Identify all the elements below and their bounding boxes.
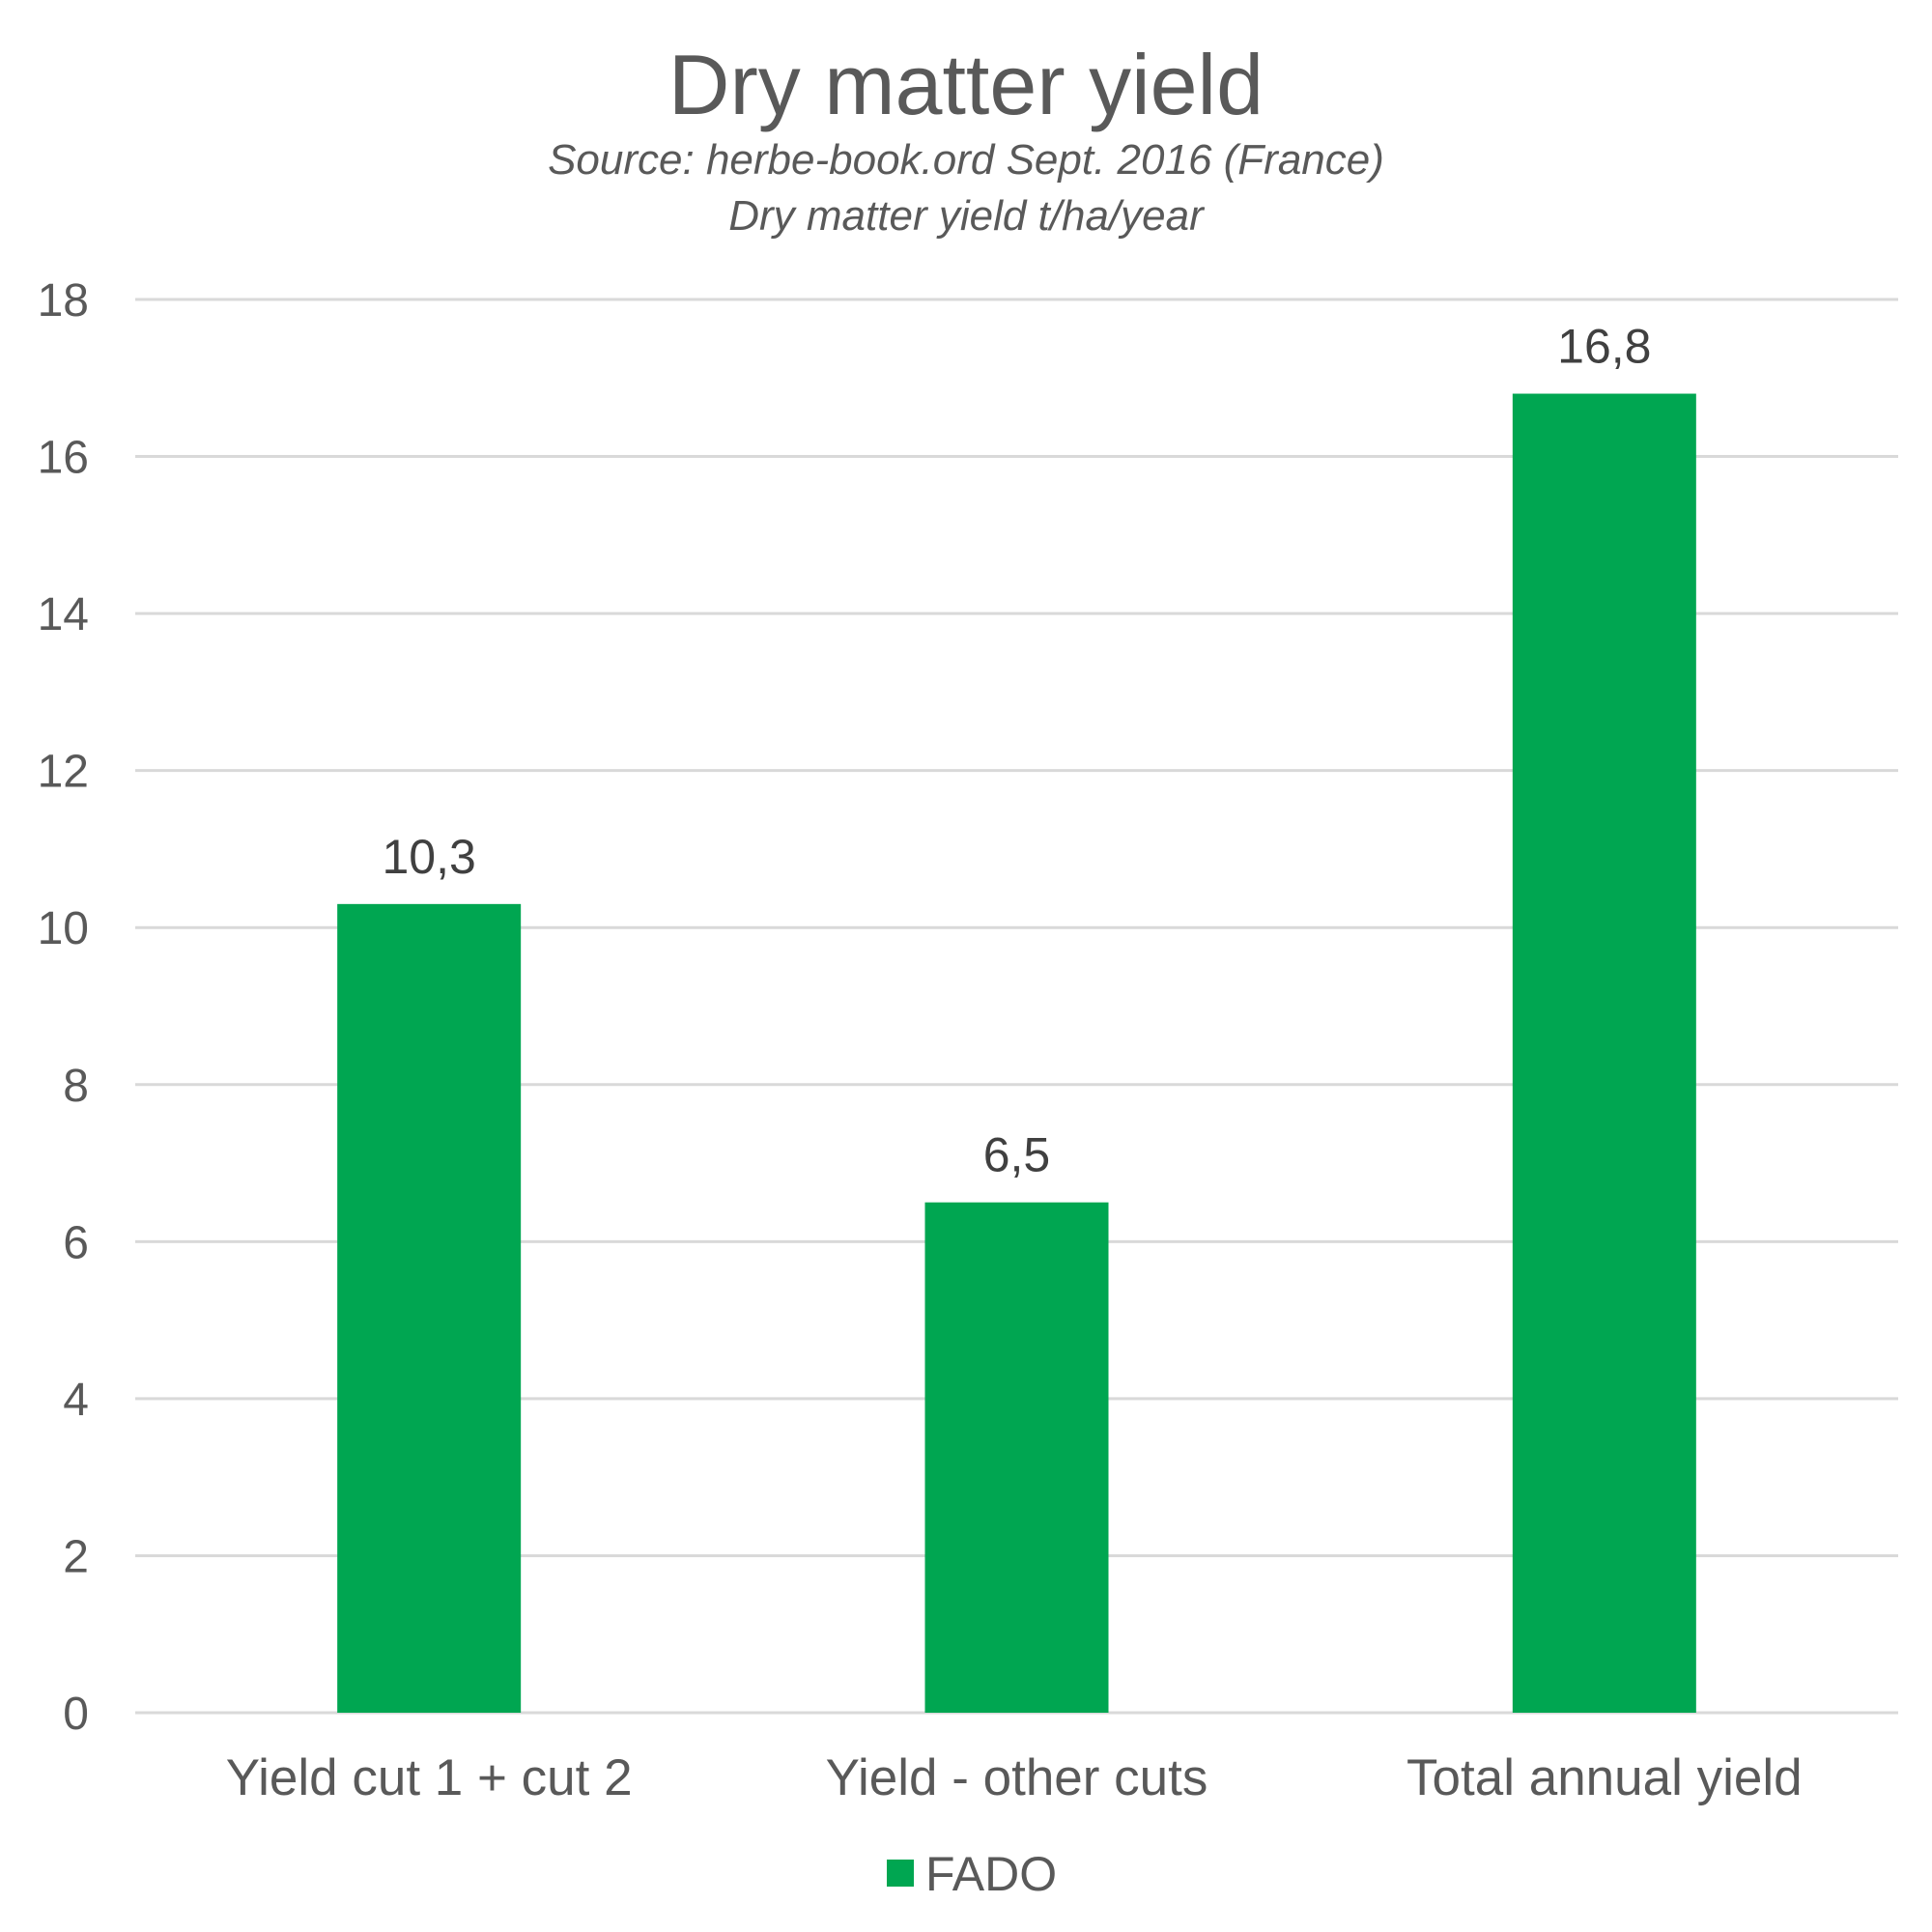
bar — [924, 1202, 1109, 1713]
y-tick-label: 2 — [63, 1531, 89, 1582]
chart-subtitle-unit: Dry matter yield t/ha/year — [728, 192, 1206, 240]
data-labels: 10,3 6,5 16,8 — [383, 320, 1652, 1182]
legend-label: FADO — [925, 1847, 1057, 1901]
y-tick-label: 4 — [63, 1375, 89, 1426]
bars — [337, 393, 1696, 1713]
y-tick-label: 16 — [38, 433, 89, 484]
y-tick-label: 6 — [63, 1217, 89, 1268]
x-category-label: Yield - other cuts — [826, 1749, 1208, 1806]
y-tick-label: 14 — [38, 589, 89, 640]
chart-subtitle-source: Source: herbe-book.ord Sept. 2016 (Franc… — [548, 136, 1384, 184]
x-category-label: Yield cut 1 + cut 2 — [226, 1749, 633, 1806]
data-label: 10,3 — [383, 830, 476, 884]
legend: FADO — [887, 1847, 1057, 1901]
y-tick-label: 18 — [38, 275, 89, 327]
bar — [1512, 393, 1696, 1713]
y-tick-label: 10 — [38, 903, 89, 954]
y-axis-ticks: 0 2 4 6 8 10 12 14 16 18 — [38, 275, 89, 1740]
y-tick-label: 12 — [38, 747, 89, 798]
data-label: 16,8 — [1557, 320, 1651, 374]
chart-title: Dry matter yield — [668, 37, 1264, 132]
x-axis-categories: Yield cut 1 + cut 2 Yield - other cuts Tot… — [226, 1749, 1803, 1806]
x-category-label: Total annual yield — [1406, 1749, 1803, 1806]
data-label: 6,5 — [983, 1128, 1051, 1182]
y-tick-label: 0 — [63, 1689, 89, 1740]
bar — [337, 903, 522, 1713]
y-tick-label: 8 — [63, 1061, 89, 1112]
legend-swatch — [887, 1860, 914, 1887]
